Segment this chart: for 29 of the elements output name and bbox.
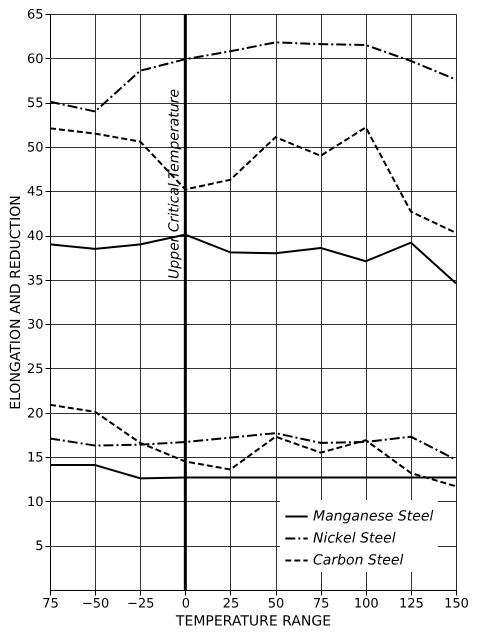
y-tick-label: 30 (26, 318, 44, 333)
x-tick-label: 75 (312, 596, 330, 612)
x-tick-label: −25 (127, 596, 154, 612)
y-tick-label: 15 (26, 450, 44, 466)
y-axis-title: ELONGATION AND REDUCTION (8, 195, 24, 410)
x-tick-label: 100 (354, 596, 379, 612)
x-axis-title: TEMPERATURE RANGE (174, 614, 332, 630)
y-tick-label: 10 (26, 494, 44, 510)
x-tick-label: 75 (42, 596, 59, 612)
legend-label: Carbon Steel (313, 552, 404, 568)
x-tick-label: 25 (222, 596, 240, 612)
x-tick-label: 150 (444, 596, 469, 612)
y-tick-label: 45 (26, 184, 44, 200)
y-tick-label: 60 (26, 52, 44, 67)
legend-label: Manganese Steel (313, 508, 434, 524)
y-tick-label: 25 (26, 362, 44, 377)
ref-line-label: Upper Critical Temperature (166, 89, 182, 279)
y-tick-label: 35 (26, 273, 44, 288)
x-tick-label: −50 (82, 596, 110, 612)
x-tick-label: 0 (182, 596, 190, 612)
x-tick-label: 50 (268, 596, 284, 612)
x-tick-label: 125 (398, 596, 424, 612)
y-tick-label: 65 (26, 8, 44, 22)
y-tick-label: 55 (26, 96, 44, 112)
y-tick-label: 5 (35, 539, 44, 554)
y-tick-label: 50 (26, 140, 44, 156)
y-tick-label: 40 (26, 229, 44, 244)
y-tick-label: 20 (26, 406, 44, 422)
legend-label: Nickel Steel (313, 530, 396, 546)
